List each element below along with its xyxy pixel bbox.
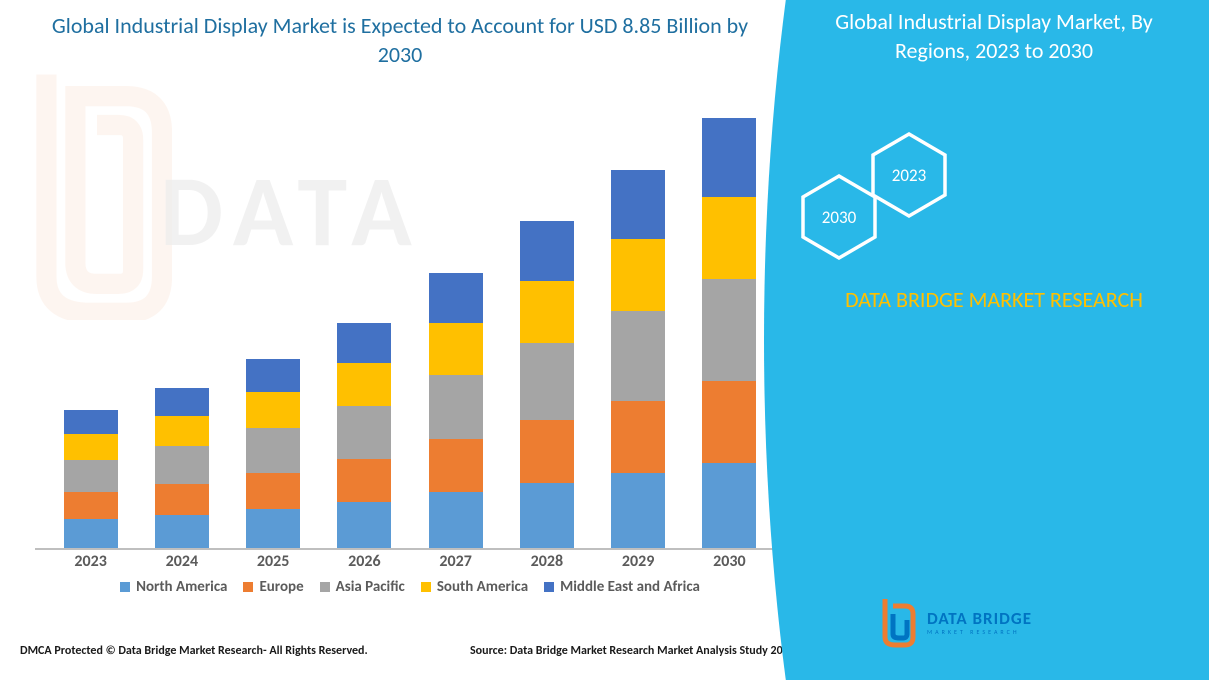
bar-segment — [155, 416, 209, 447]
bar-segment — [64, 519, 118, 548]
bar-stack — [429, 273, 483, 549]
bar-segment — [337, 459, 391, 502]
bar-stack — [520, 221, 574, 548]
bar-segment — [429, 439, 483, 492]
bar-stack — [611, 170, 665, 548]
right-panel-title: Global Industrial Display Market, By Reg… — [809, 8, 1179, 65]
brand-logo-text: DATA BRIDGE MARKET RESEARCH — [927, 610, 1032, 635]
legend-label: Asia Pacific — [336, 578, 405, 596]
bar-segment — [337, 363, 391, 406]
legend-item: Middle East and Africa — [544, 578, 700, 596]
bar-segment — [702, 381, 756, 463]
bar-segment — [155, 388, 209, 416]
bar-segment — [520, 483, 574, 548]
legend-label: North America — [136, 578, 227, 596]
bar-segment — [520, 221, 574, 281]
legend-item: Asia Pacific — [320, 578, 405, 596]
bar-segment — [520, 281, 574, 344]
x-axis-label: 2024 — [155, 552, 209, 571]
brand-logo-tagline: MARKET RESEARCH — [927, 629, 1032, 635]
legend-item: North America — [120, 578, 227, 596]
x-axis-label: 2030 — [702, 552, 756, 571]
bar-segment — [611, 473, 665, 548]
bar-segment — [155, 515, 209, 548]
bar-segment — [64, 460, 118, 492]
legend-label: South America — [437, 578, 528, 596]
bar-stack — [64, 410, 118, 548]
legend-swatch — [243, 582, 253, 592]
legend-label: Europe — [259, 578, 303, 596]
x-axis-label: 2026 — [337, 552, 391, 571]
bar-segment — [64, 434, 118, 460]
legend-label: Middle East and Africa — [560, 578, 700, 596]
bar-segment — [520, 343, 574, 420]
bar-chart — [35, 120, 785, 550]
hexagon-end-year: 2030 — [799, 172, 879, 262]
legend-item: Europe — [243, 578, 303, 596]
bar-stack — [246, 359, 300, 548]
x-axis-label: 2027 — [429, 552, 483, 571]
right-panel: Global Industrial Display Market, By Reg… — [764, 0, 1209, 680]
bar-segment — [702, 197, 756, 279]
bar-segment — [429, 492, 483, 548]
hexagon-start-label: 2023 — [892, 165, 926, 186]
chart-title: Global Industrial Display Market is Expe… — [30, 12, 770, 69]
x-axis-label: 2029 — [611, 552, 665, 571]
bar-segment — [337, 323, 391, 363]
bar-segment — [246, 359, 300, 392]
x-axis-labels: 2023 2024 2025 2026 2027 2028 2029 2030 — [35, 552, 785, 571]
legend-swatch — [320, 582, 330, 592]
year-hexagons: 2030 2023 — [799, 130, 999, 280]
bar-segment — [155, 446, 209, 484]
x-axis-label: 2023 — [64, 552, 118, 571]
brand-logo-name: DATA BRIDGE — [927, 610, 1032, 627]
bar-segment — [611, 239, 665, 311]
bar-segment — [520, 420, 574, 483]
bar-segment — [246, 473, 300, 509]
bar-segment — [337, 406, 391, 459]
bar-segment — [246, 509, 300, 548]
left-panel: DATA Global Industrial Display Market is… — [0, 0, 815, 680]
bar-segment — [246, 428, 300, 473]
brand-logo-icon — [879, 596, 919, 648]
bar-segment — [611, 401, 665, 473]
legend-item: South America — [421, 578, 528, 596]
legend-swatch — [421, 582, 431, 592]
bar-segment — [702, 279, 756, 381]
bar-stack — [337, 323, 391, 548]
bar-segment — [702, 463, 756, 548]
bar-segment — [246, 392, 300, 428]
bar-segment — [702, 118, 756, 197]
legend-swatch — [544, 582, 554, 592]
bar-segment — [611, 311, 665, 400]
brand-logo: DATA BRIDGE MARKET RESEARCH — [879, 592, 1099, 652]
footer-source: Source: Data Bridge Market Research Mark… — [470, 644, 795, 658]
bar-segment — [429, 375, 483, 439]
bar-segment — [611, 170, 665, 240]
legend-swatch — [120, 582, 130, 592]
bar-segment — [155, 484, 209, 515]
bar-segment — [64, 492, 118, 518]
brand-text: DATA BRIDGE MARKET RESEARCH — [804, 285, 1184, 315]
hexagon-start-year: 2023 — [869, 130, 949, 220]
footer-copyright: DMCA Protected © Data Bridge Market Rese… — [20, 644, 368, 658]
bar-segment — [64, 410, 118, 434]
hexagon-end-label: 2030 — [822, 207, 856, 228]
x-axis-label: 2025 — [246, 552, 300, 571]
bar-segment — [429, 273, 483, 323]
bar-segment — [429, 323, 483, 376]
bar-segment — [337, 502, 391, 548]
bar-stack — [155, 388, 209, 548]
chart-legend: North America Europe Asia Pacific South Ame… — [35, 578, 785, 596]
bar-stack — [702, 118, 756, 548]
x-axis-label: 2028 — [520, 552, 574, 571]
